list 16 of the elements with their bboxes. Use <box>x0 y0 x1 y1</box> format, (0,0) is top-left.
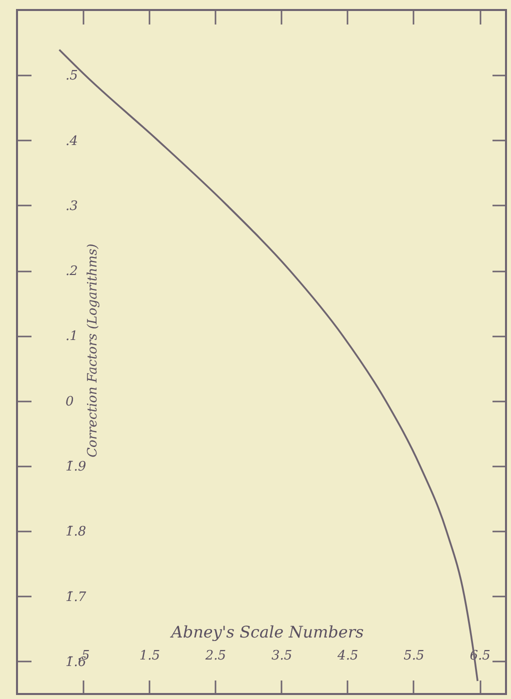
y-tick-label: .5 <box>66 68 78 84</box>
y-tick-label: .3 <box>66 198 78 214</box>
x-tick-label: 2.5 <box>204 648 226 664</box>
y-tick-label: 1̄.9 <box>66 460 86 474</box>
y-tick-label: .1 <box>66 329 78 344</box>
x-tick-label: 4.5 <box>336 648 358 664</box>
y-tick-label: 1̄.7 <box>66 590 87 605</box>
x-tick-label: 3.5 <box>271 648 292 664</box>
x-axis-title: Abney's Scale Numbers <box>169 622 364 642</box>
x-tick-label: 5.5 <box>404 648 424 664</box>
y-tick-label: 1̄.8 <box>66 524 86 540</box>
y-tick-label: .2 <box>66 264 78 280</box>
y-tick-label: .4 <box>66 134 78 149</box>
y-tick-label: 0 <box>66 394 74 410</box>
y-axis-title: Correction Factors (Logarithms) <box>86 244 100 458</box>
x-tick-label: 1.5 <box>139 648 160 664</box>
